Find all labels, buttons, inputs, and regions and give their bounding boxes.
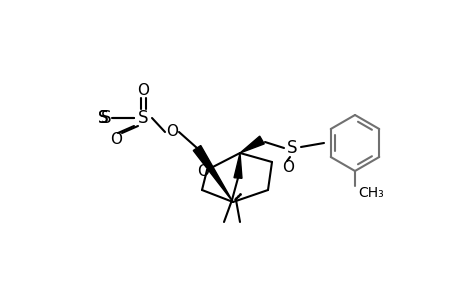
Text: O: O	[110, 133, 122, 148]
Text: O: O	[196, 164, 208, 178]
Text: S: S	[98, 109, 108, 127]
Text: O: O	[281, 160, 293, 175]
Polygon shape	[234, 153, 241, 178]
Text: O: O	[137, 82, 149, 98]
Text: S: S	[286, 139, 297, 157]
Text: S: S	[101, 109, 111, 127]
Text: S: S	[98, 109, 108, 127]
Polygon shape	[193, 146, 233, 202]
Polygon shape	[240, 136, 264, 153]
Text: O: O	[166, 124, 178, 140]
Text: CH₃: CH₃	[357, 186, 383, 200]
Text: S: S	[137, 109, 148, 127]
